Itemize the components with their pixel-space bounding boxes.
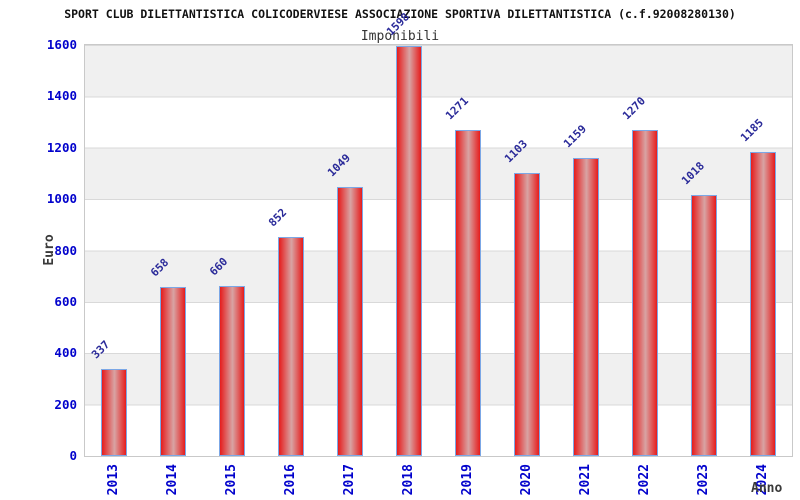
y-tick-label: 600 — [54, 293, 77, 309]
y-tick-label: 1000 — [46, 191, 77, 207]
bar-value-label: 1185 — [737, 115, 766, 144]
bar-2013 — [101, 369, 128, 456]
x-tick-label: 2013 — [106, 464, 122, 496]
y-tick-label: 1200 — [46, 139, 77, 155]
bar-2014 — [160, 286, 187, 456]
chart-subtitle: Imponibili — [360, 29, 440, 44]
bar-value-label: 1018 — [678, 158, 707, 187]
bar-2023 — [690, 194, 717, 456]
bar-value-label: 1270 — [619, 94, 648, 123]
bar-value-label: 852 — [266, 206, 290, 230]
y-tick-label: 0 — [69, 448, 77, 463]
x-tick-label: 2022 — [636, 464, 652, 496]
chart-title: SPORT CLUB DILETTANTISTICA COLICODERVIES… — [64, 7, 736, 21]
bar-value-label: 1159 — [560, 122, 589, 151]
x-tick-label: 2016 — [283, 464, 299, 496]
x-tick-label: 2014 — [165, 464, 181, 496]
x-axis-title: Anno — [751, 481, 783, 496]
x-tick-label: 2019 — [459, 464, 475, 496]
y-tick-label: 1400 — [46, 88, 77, 104]
y-tick-label: 200 — [54, 396, 77, 412]
bar-2015 — [219, 286, 246, 456]
bar-2021 — [572, 158, 599, 456]
y-tick-label: 800 — [54, 242, 77, 258]
bar-2024 — [749, 151, 776, 456]
x-tick-label: 2015 — [224, 464, 240, 496]
x-tick-label: 2018 — [401, 464, 417, 496]
bar-2019 — [454, 129, 481, 456]
plot-area: 0 200 400 600 800 1000 1200 1400 1600 337 2013 658 2… — [47, 10, 793, 495]
bar-2018 — [396, 45, 423, 456]
bar-value-label: 1049 — [325, 150, 354, 179]
bar-2017 — [337, 186, 364, 456]
x-tick-label: 2021 — [577, 464, 593, 496]
bar-2022 — [631, 129, 658, 456]
bar-2016 — [278, 237, 305, 456]
bar-value-label: 1271 — [443, 93, 471, 122]
x-tick-label: 2023 — [695, 464, 711, 496]
bar-value-label: 1103 — [501, 137, 530, 165]
y-tick-label: 400 — [54, 345, 77, 361]
bar-value-label: 658 — [148, 256, 172, 280]
x-tick-label: 2020 — [518, 464, 534, 496]
bar-value-label: 337 — [89, 338, 113, 362]
bar-value-label: 660 — [207, 255, 231, 279]
y-tick-label: 1600 — [46, 37, 77, 52]
x-tick-label: 2017 — [342, 464, 358, 496]
bar-2020 — [513, 172, 540, 456]
